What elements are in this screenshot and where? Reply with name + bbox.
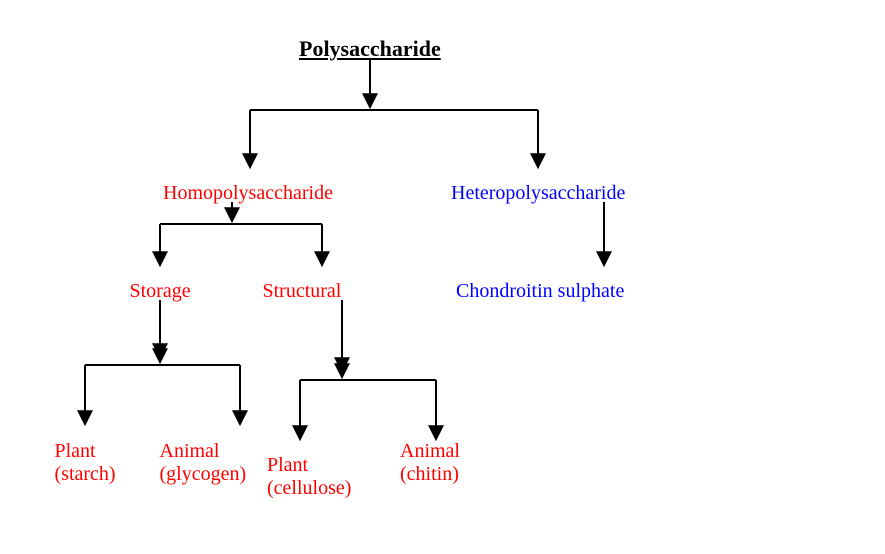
node-plant1: Plant(starch) <box>55 440 116 486</box>
node-root: Polysaccharide <box>299 36 441 61</box>
node-animal1: Animal(glycogen) <box>160 440 247 486</box>
node-storage: Storage <box>130 280 191 303</box>
node-plant2: Plant(cellulose) <box>267 454 351 500</box>
node-hetero: Heteropolysaccharide <box>451 182 625 205</box>
node-struct: Structural <box>263 280 342 303</box>
node-chond: Chondroitin sulphate <box>456 280 624 303</box>
node-homo: Homopolysaccharide <box>163 182 333 205</box>
node-animal2: Animal(chitin) <box>400 440 460 486</box>
